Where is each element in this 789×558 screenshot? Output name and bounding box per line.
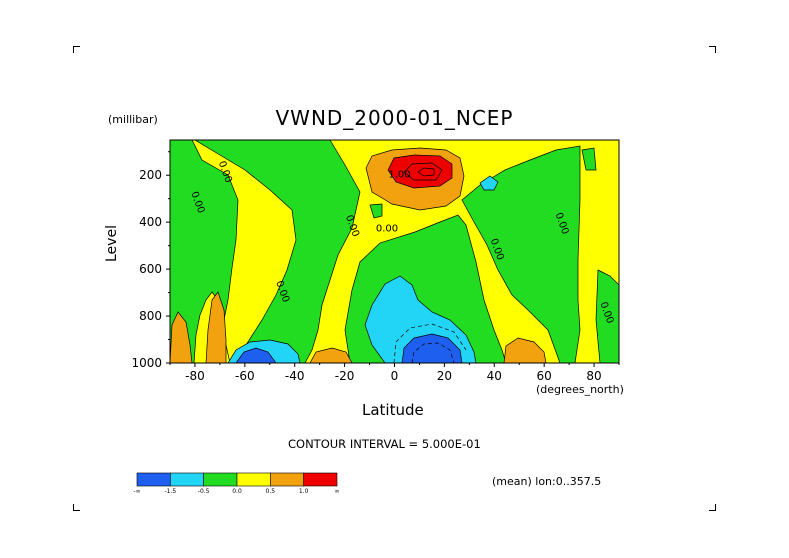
- colorbar-swatch: [236, 472, 271, 487]
- contour-interval-note: CONTOUR INTERVAL = 5.000E-01: [288, 437, 481, 451]
- colorbar-swatch: [303, 472, 338, 487]
- colorbar-swatch: [203, 472, 238, 487]
- y-tick-label: 400: [139, 215, 162, 229]
- contour-red-core: [417, 167, 435, 177]
- x-tick-label: 60: [537, 369, 552, 383]
- colorbar-tick-label: ∞: [335, 488, 340, 495]
- y-axis: 200 400 600 800 1000: [131, 151, 170, 370]
- frame-corner-bottom-left: [73, 504, 80, 511]
- colorbar-tick-label: -0.5: [198, 488, 210, 495]
- x-axis: -80 -60 -40 -20 0 20 40 60 80: [169, 363, 620, 383]
- colorbar-tick-label: 0.0: [232, 488, 242, 495]
- x-tick-label: -80: [185, 369, 205, 383]
- region-green-upper-right: [581, 147, 597, 171]
- region-orange-south-b: [205, 291, 227, 363]
- x-tick-label: 20: [437, 369, 452, 383]
- colorbar: -∞ -1.5 -0.5 0.0 0.5 1.0 ∞: [133, 472, 340, 495]
- colorbar-swatch: [136, 472, 171, 487]
- contour-field: [170, 140, 619, 363]
- y-tick-label: 200: [139, 168, 162, 182]
- y-axis-unit: (millibar): [108, 113, 158, 126]
- mean-note: (mean) lon:0..357.5: [492, 475, 602, 488]
- colorbar-tick-label: 0.5: [266, 488, 276, 495]
- frame-corner-top-left: [73, 46, 80, 53]
- region-green-southern-band: [194, 140, 361, 363]
- frame-corner-top-right: [709, 46, 716, 53]
- region-green-northern-polar: [595, 269, 619, 363]
- x-axis-unit: (degrees_north): [536, 383, 624, 396]
- region-blue-equatorial: [401, 333, 463, 363]
- x-tick-label: 80: [586, 369, 601, 383]
- colorbar-tick-label: -1.5: [164, 488, 176, 495]
- colorbar-swatch: [170, 472, 204, 487]
- region-orange-midlat: [309, 347, 353, 363]
- x-tick-label: 40: [487, 369, 502, 383]
- x-tick-label: 0: [391, 369, 399, 383]
- region-green-small: [369, 203, 383, 219]
- contour-dashed-cyan: [393, 323, 467, 363]
- region-orange-north: [503, 337, 547, 363]
- contour-dashed-blue: [411, 342, 455, 363]
- y-tick-label: 800: [139, 309, 162, 323]
- contour-red-inner: [403, 162, 443, 181]
- colorbar-tick-label: -∞: [133, 488, 140, 495]
- x-axis-label: Latitude: [362, 401, 424, 419]
- y-tick-label: 600: [139, 262, 162, 276]
- colorbar-tick-label: 1.0: [299, 488, 309, 495]
- x-tick-label: -40: [285, 369, 305, 383]
- region-blue-southern: [235, 347, 277, 363]
- x-tick-label: -60: [235, 369, 255, 383]
- contour-label: 1.00: [388, 170, 410, 181]
- contour-label: 0.00: [376, 224, 398, 235]
- x-tick-label: -20: [335, 369, 355, 383]
- frame-corner-bottom-right: [709, 504, 716, 511]
- y-tick-label: 1000: [131, 356, 162, 370]
- region-green-northern-band: [461, 145, 581, 363]
- chart-title: VWND_2000-01_NCEP: [275, 106, 514, 130]
- region-cyan-upper: [479, 175, 499, 191]
- colorbar-swatch: [270, 472, 304, 487]
- region-orange-south-a: [170, 311, 193, 363]
